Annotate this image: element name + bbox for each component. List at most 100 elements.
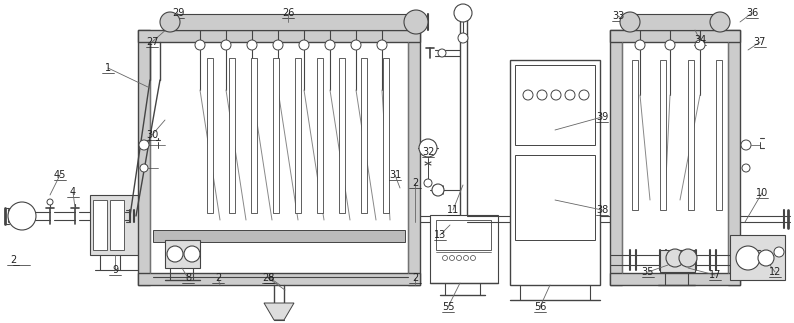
Circle shape — [565, 90, 575, 100]
Circle shape — [8, 202, 36, 230]
Circle shape — [620, 12, 640, 32]
Bar — [168, 14, 418, 30]
Bar — [138, 30, 420, 42]
Circle shape — [432, 184, 444, 196]
Bar — [273, 58, 279, 213]
Circle shape — [666, 249, 684, 267]
Circle shape — [458, 33, 468, 43]
Circle shape — [449, 255, 454, 261]
Circle shape — [273, 40, 283, 50]
Circle shape — [471, 255, 476, 261]
Bar — [730, 235, 785, 280]
Circle shape — [464, 255, 468, 261]
Bar — [93, 200, 107, 250]
Text: 56: 56 — [534, 302, 546, 312]
Bar — [361, 58, 367, 213]
Bar — [660, 60, 666, 210]
Circle shape — [742, 164, 750, 172]
Bar — [110, 200, 124, 250]
Text: 17: 17 — [709, 270, 721, 280]
Text: 2: 2 — [215, 273, 221, 283]
Circle shape — [325, 40, 335, 50]
Text: 2: 2 — [412, 178, 418, 188]
Circle shape — [167, 246, 183, 262]
Circle shape — [454, 4, 472, 22]
Bar — [408, 30, 420, 285]
Text: 35: 35 — [642, 267, 654, 277]
Bar — [688, 60, 694, 210]
Text: 39: 39 — [596, 112, 608, 122]
Text: 32: 32 — [422, 147, 434, 157]
Circle shape — [695, 40, 705, 50]
Text: 13: 13 — [434, 230, 446, 240]
Circle shape — [579, 90, 589, 100]
Text: 26: 26 — [282, 8, 295, 18]
Circle shape — [404, 10, 428, 34]
Bar — [383, 58, 389, 213]
Text: 37: 37 — [754, 37, 766, 47]
Bar — [716, 60, 722, 210]
Text: 31: 31 — [389, 170, 401, 180]
Bar — [625, 14, 725, 30]
Circle shape — [195, 40, 205, 50]
Bar — [317, 58, 323, 213]
Text: 10: 10 — [756, 188, 768, 198]
Bar — [515, 155, 595, 240]
Circle shape — [679, 249, 697, 267]
Bar — [515, 65, 595, 145]
Bar — [138, 30, 150, 285]
Circle shape — [424, 179, 432, 187]
Circle shape — [160, 12, 180, 32]
Circle shape — [419, 139, 437, 157]
Circle shape — [139, 140, 149, 150]
Circle shape — [184, 246, 200, 262]
Circle shape — [537, 90, 547, 100]
Bar — [165, 240, 200, 268]
Text: 28: 28 — [262, 273, 274, 283]
Text: 9: 9 — [112, 265, 118, 275]
Circle shape — [523, 90, 533, 100]
Polygon shape — [264, 303, 294, 320]
Text: 55: 55 — [441, 302, 454, 312]
Bar — [610, 30, 622, 285]
Text: 6: 6 — [267, 273, 273, 283]
Text: 27: 27 — [146, 37, 158, 47]
Circle shape — [457, 255, 461, 261]
Text: 1: 1 — [105, 63, 111, 73]
Circle shape — [438, 49, 446, 57]
Bar — [610, 273, 740, 285]
Bar — [510, 60, 600, 285]
Circle shape — [551, 90, 561, 100]
Circle shape — [774, 247, 784, 257]
Text: 38: 38 — [596, 205, 608, 215]
Circle shape — [140, 164, 148, 172]
Bar — [610, 30, 740, 42]
Circle shape — [377, 40, 387, 50]
Text: 34: 34 — [694, 35, 706, 45]
Bar — [632, 60, 638, 210]
Text: 33: 33 — [612, 11, 624, 21]
Text: 12: 12 — [769, 267, 781, 277]
Text: 30: 30 — [146, 130, 158, 140]
Text: 36: 36 — [746, 8, 758, 18]
Circle shape — [47, 199, 53, 205]
Bar — [430, 215, 498, 283]
Bar — [728, 30, 740, 285]
Bar — [436, 220, 491, 250]
Circle shape — [221, 40, 231, 50]
Circle shape — [741, 140, 751, 150]
Circle shape — [442, 255, 448, 261]
Text: 45: 45 — [54, 170, 66, 180]
Circle shape — [736, 246, 760, 270]
Bar — [207, 58, 213, 213]
Bar — [90, 195, 140, 255]
Bar — [251, 58, 257, 213]
Bar — [339, 58, 345, 213]
Text: 2: 2 — [412, 273, 418, 283]
Text: 4: 4 — [70, 187, 76, 197]
Circle shape — [299, 40, 309, 50]
Bar — [660, 250, 695, 272]
Bar — [295, 58, 301, 213]
Bar — [153, 230, 405, 242]
Circle shape — [351, 40, 361, 50]
